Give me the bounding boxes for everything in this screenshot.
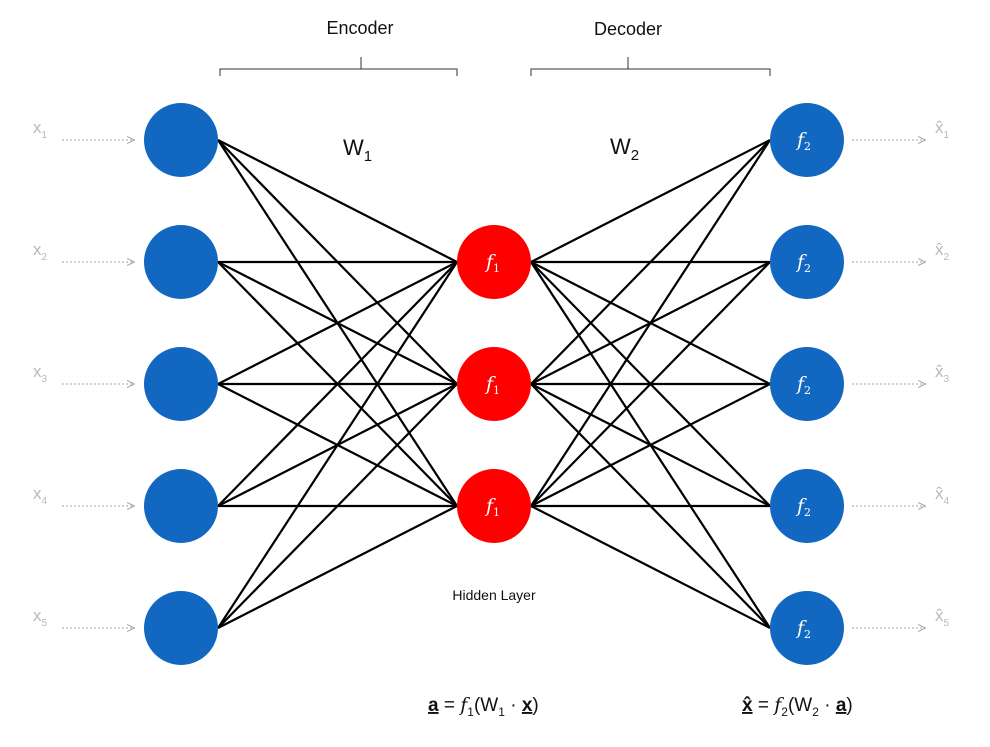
encoder-edge: [217, 261, 458, 629]
output-node-label-1: f2: [795, 129, 811, 153]
output-node: [770, 103, 844, 177]
encoder-edge: [217, 139, 458, 263]
hidden-node-label-2: f1: [484, 373, 500, 397]
decoder-label: Decoder: [594, 19, 662, 39]
hidden-layer: f1 f1 f1: [457, 225, 531, 543]
output-label-5: x̂5: [935, 606, 950, 629]
connection-edges: [217, 139, 771, 629]
output-node: [770, 591, 844, 665]
output-label-1: x̂1: [935, 118, 950, 141]
hidden-node-label-1: f1: [484, 251, 500, 275]
output-node: [770, 469, 844, 543]
output-node: [770, 347, 844, 421]
hidden-node: [457, 347, 531, 421]
output-node-label-4: f2: [795, 495, 811, 519]
encoder-edge: [217, 505, 458, 629]
input-label-5: x5: [33, 606, 48, 629]
input-label-2: x2: [33, 240, 48, 263]
output-arrows: [852, 140, 925, 628]
decoder-equation: x̂ = f2(W2 · a): [742, 694, 853, 719]
encoder-edge: [217, 261, 458, 385]
output-node-label-3: f2: [795, 373, 811, 397]
output-node: [770, 225, 844, 299]
hidden-node: [457, 469, 531, 543]
hidden-node-label-3: f1: [484, 495, 500, 519]
input-layer: [144, 103, 218, 665]
decoder-edge: [530, 505, 771, 629]
input-arrows: [62, 140, 134, 628]
input-label-3: x3: [33, 362, 48, 385]
input-labels: x1 x2 x3 x4 x5: [33, 118, 48, 629]
encoder-edge: [217, 383, 458, 629]
input-node: [144, 591, 218, 665]
output-label-4: x̂4: [935, 484, 950, 507]
decoder-edge: [530, 139, 771, 507]
encoder-label: Encoder: [326, 18, 393, 38]
input-node: [144, 469, 218, 543]
output-node-label-5: f2: [795, 617, 811, 641]
output-labels: x̂1 x̂2 x̂3 x̂4 x̂5: [935, 118, 950, 629]
input-label-4: x4: [33, 484, 48, 507]
input-node: [144, 347, 218, 421]
decoder-edge: [530, 139, 771, 263]
hidden-layer-label: Hidden Layer: [452, 587, 536, 603]
output-node-label-2: f2: [795, 251, 811, 275]
w1-label: W1: [343, 135, 372, 165]
encoder-edge: [217, 261, 458, 507]
decoder-bracket: [530, 57, 771, 76]
decoder-edge: [530, 261, 771, 507]
hidden-node: [457, 225, 531, 299]
encoder-bracket: [219, 57, 458, 76]
decoder-edge: [530, 139, 771, 385]
encoder-equation: a = f1(W1 · x): [428, 694, 539, 719]
output-label-3: x̂3: [935, 362, 950, 385]
w2-label: W2: [610, 134, 639, 164]
input-node: [144, 225, 218, 299]
input-label-1: x1: [33, 118, 48, 141]
input-node: [144, 103, 218, 177]
decoder-edge: [530, 383, 771, 507]
output-layer: f2 f2 f2 f2 f2: [770, 103, 844, 665]
output-label-2: x̂2: [935, 240, 950, 263]
